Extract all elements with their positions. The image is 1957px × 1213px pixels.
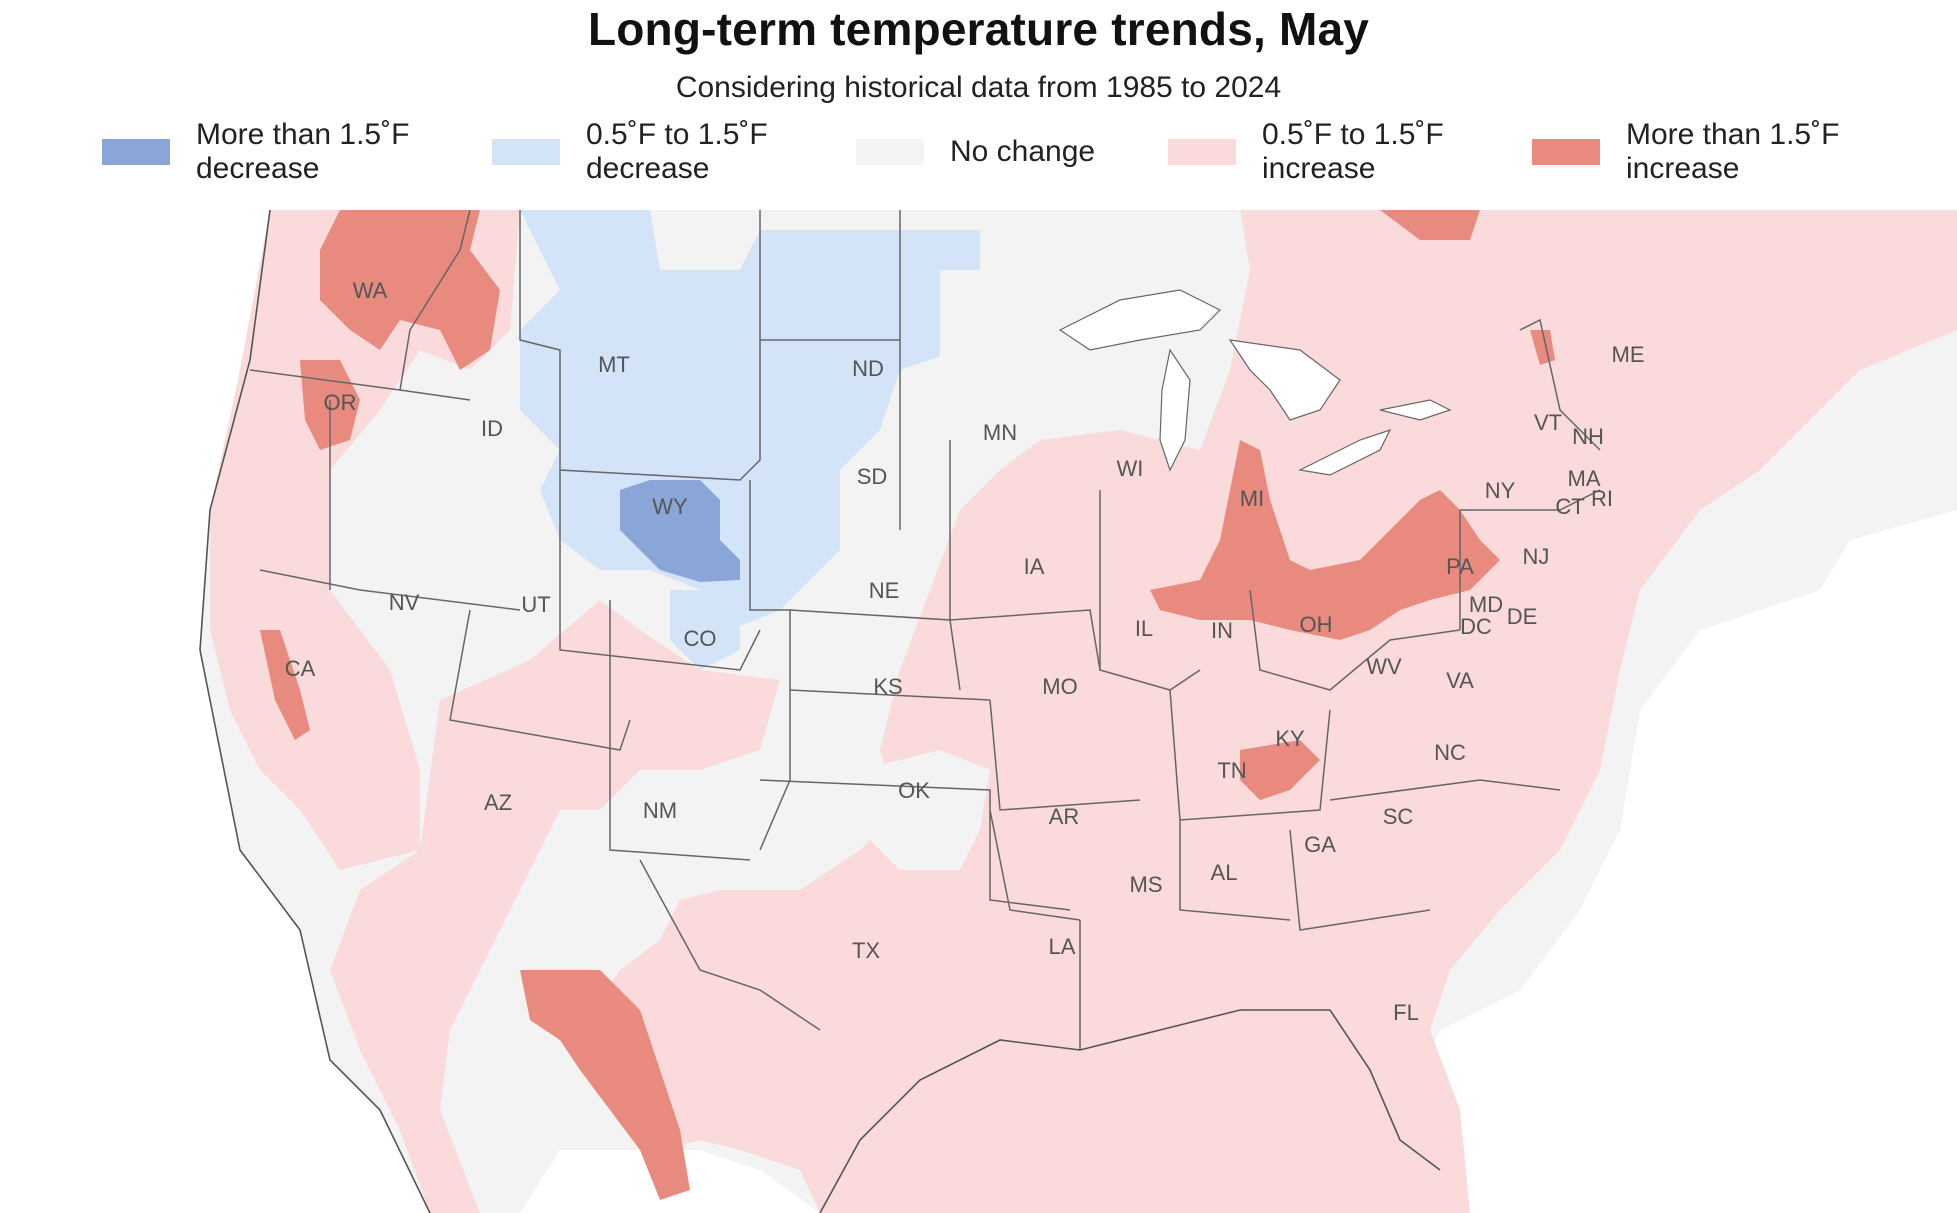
coastline-gulf bbox=[819, 1009, 1441, 1213]
state-label-ct: CT bbox=[1555, 494, 1584, 519]
region-no-change-ok bbox=[860, 750, 990, 870]
state-label-ms: MS bbox=[1130, 872, 1163, 897]
region-decrease-co bbox=[670, 590, 740, 670]
state-label-nm: NM bbox=[643, 798, 677, 823]
state-label-wi: WI bbox=[1117, 456, 1144, 481]
state-label-dc: DC bbox=[1460, 614, 1492, 639]
legend-swatch-strong-increase bbox=[1532, 139, 1600, 165]
legend-swatch-increase bbox=[1168, 139, 1236, 165]
state-label-va: VA bbox=[1446, 668, 1474, 693]
state-label-nv: NV bbox=[389, 590, 420, 615]
state-label-tx: TX bbox=[852, 938, 880, 963]
lake-huron bbox=[1228, 339, 1341, 421]
state-label-pa: PA bbox=[1446, 554, 1474, 579]
state-label-nj: NJ bbox=[1523, 544, 1550, 569]
lake-superior bbox=[1058, 289, 1222, 351]
state-label-in: IN bbox=[1211, 618, 1233, 643]
region-strong-increase-midwest bbox=[1150, 440, 1500, 640]
state-label-fl: FL bbox=[1393, 1000, 1419, 1025]
map-area[interactable]: WA OR CA ID NV MT WY UT AZ CO NM ND SD NE KS OK TX MN IA MO… bbox=[0, 210, 1957, 1213]
coastline bbox=[199, 210, 431, 1213]
legend-label: More than 1.5˚F increase bbox=[1626, 118, 1840, 185]
state-label-nh: NH bbox=[1572, 424, 1604, 449]
state-label-mi: MI bbox=[1240, 486, 1264, 511]
state-label-wa: WA bbox=[353, 278, 388, 303]
state-label-sc: SC bbox=[1383, 804, 1414, 829]
state-label-ma: MA bbox=[1568, 466, 1601, 491]
state-label-al: AL bbox=[1211, 860, 1238, 885]
state-label-mo: MO bbox=[1042, 674, 1077, 699]
legend-item-strong-increase: More than 1.5˚F increase bbox=[1532, 118, 1839, 186]
state-label-ar: AR bbox=[1049, 804, 1080, 829]
state-label-wv: WV bbox=[1366, 654, 1402, 679]
legend-item-strong-decrease: More than 1.5˚F decrease bbox=[102, 118, 409, 186]
state-label-ok: OK bbox=[898, 778, 930, 803]
state-label-co: CO bbox=[684, 626, 717, 651]
state-label-wy: WY bbox=[652, 494, 688, 519]
map-title: Long-term temperature trends, May bbox=[587, 3, 1370, 55]
legend-swatch-no-change bbox=[856, 139, 924, 165]
state-label-vt: VT bbox=[1534, 410, 1562, 435]
state-label-or: OR bbox=[324, 390, 357, 415]
state-label-ks: KS bbox=[873, 674, 902, 699]
legend-label: 0.5˚F to 1.5˚F increase bbox=[1262, 118, 1444, 185]
legend-label: More than 1.5˚F decrease bbox=[196, 118, 410, 185]
legend-label: No change bbox=[950, 135, 1096, 168]
state-label-de: DE bbox=[1507, 604, 1538, 629]
legend-swatch-decrease bbox=[492, 139, 560, 165]
state-label-ri: RI bbox=[1591, 486, 1613, 511]
region-strong-increase-mexico bbox=[520, 970, 690, 1200]
state-label-md: MD bbox=[1469, 592, 1503, 617]
state-label-nd: ND bbox=[852, 356, 884, 381]
legend-label: 0.5˚F to 1.5˚F decrease bbox=[586, 118, 768, 185]
state-label-ne: NE bbox=[869, 578, 900, 603]
region-strong-decrease-wy bbox=[620, 480, 740, 582]
legend-item-no-change: No change bbox=[856, 135, 1095, 169]
region-strong-increase-tn bbox=[1240, 740, 1320, 800]
state-label-sd: SD bbox=[857, 464, 888, 489]
state-label-id: ID bbox=[481, 416, 503, 441]
lake-erie bbox=[1298, 428, 1392, 476]
region-strong-increase-ca bbox=[260, 630, 310, 740]
state-borders bbox=[249, 210, 1601, 1050]
state-label-oh: OH bbox=[1300, 612, 1333, 637]
state-label-il: IL bbox=[1135, 616, 1153, 641]
state-label-la: LA bbox=[1049, 934, 1076, 959]
state-label-nc: NC bbox=[1434, 740, 1466, 765]
state-label-me: ME bbox=[1612, 342, 1645, 367]
legend-item-decrease: 0.5˚F to 1.5˚F decrease bbox=[492, 118, 768, 186]
state-label-ny: NY bbox=[1485, 478, 1516, 503]
state-label-mn: MN bbox=[983, 420, 1017, 445]
state-label-ga: GA bbox=[1304, 832, 1336, 857]
region-strong-increase-quebec bbox=[1380, 210, 1480, 240]
region-strong-increase-wa bbox=[320, 210, 500, 370]
region-increase-southwest bbox=[330, 600, 780, 1213]
region-increase-east bbox=[580, 210, 1957, 1213]
map-subtitle: Considering historical data from 1985 to… bbox=[675, 71, 1282, 104]
legend-swatch-strong-decrease bbox=[102, 139, 170, 165]
state-label-mt: MT bbox=[598, 352, 630, 377]
state-labels: WA OR CA ID NV MT WY UT AZ CO NM ND SD NE KS OK TX MN IA MO… bbox=[285, 278, 1645, 1025]
state-label-ut: UT bbox=[521, 592, 550, 617]
us-temperature-map[interactable]: WA OR CA ID NV MT WY UT AZ CO NM ND SD NE KS OK TX MN IA MO… bbox=[0, 210, 1957, 1213]
state-label-ca: CA bbox=[285, 656, 316, 681]
state-label-az: AZ bbox=[484, 790, 512, 815]
legend: More than 1.5˚F decrease 0.5˚F to 1.5˚F de… bbox=[0, 118, 1957, 198]
lake-michigan bbox=[1159, 348, 1191, 472]
state-label-ia: IA bbox=[1024, 554, 1045, 579]
state-label-tn: TN bbox=[1217, 758, 1246, 783]
legend-item-increase: 0.5˚F to 1.5˚F increase bbox=[1168, 118, 1444, 186]
state-label-ky: KY bbox=[1275, 726, 1305, 751]
lake-ontario bbox=[1379, 399, 1452, 421]
